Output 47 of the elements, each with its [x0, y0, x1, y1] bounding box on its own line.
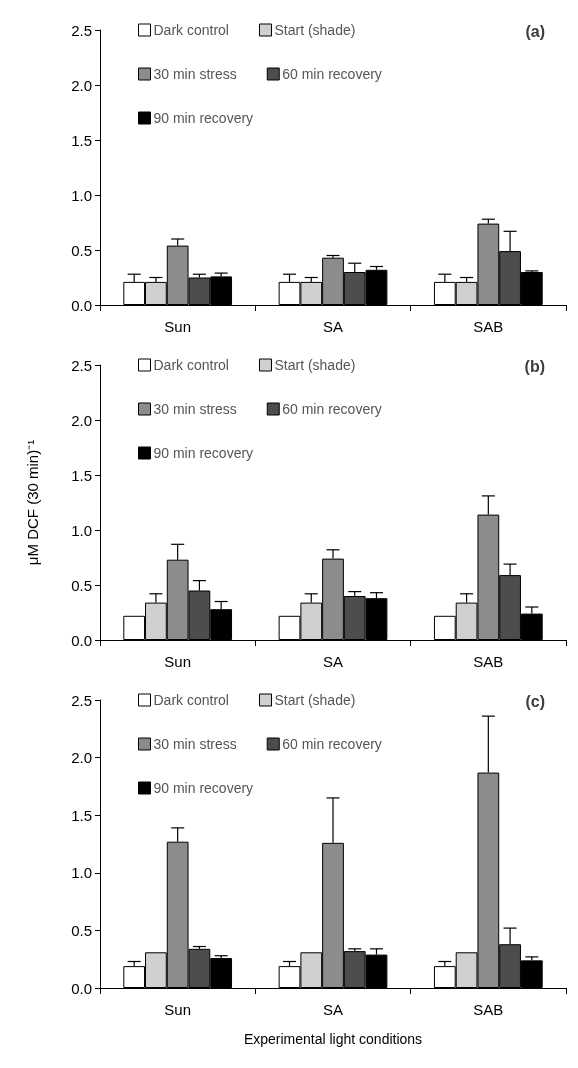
x-tick-label: SA [322, 653, 344, 670]
y-tick-label: 0.0 [71, 631, 92, 649]
legend-label: 90 min recovery [153, 780, 254, 796]
legend-label: Dark control [153, 692, 229, 708]
legend-label: 60 min recovery [282, 401, 382, 417]
y-tick-label: 1.5 [71, 466, 92, 484]
x-tick-label: SAB [473, 653, 504, 670]
y-tick-label: 2.5 [71, 691, 92, 709]
chart-title: (c) [525, 692, 546, 710]
x-tick-label: Sun [164, 1001, 192, 1018]
legend-label: Dark control [153, 357, 229, 373]
x-tick-label: SAB [473, 1001, 504, 1018]
legend-label: Start (shade) [274, 22, 356, 38]
legend-label: 60 min recovery [282, 736, 382, 752]
x-axis-title: Experimental light conditions [243, 1031, 423, 1047]
legend-label: 90 min recovery [153, 445, 254, 461]
legend-label: 90 min recovery [153, 110, 254, 126]
y-tick-label: 0.5 [71, 576, 92, 594]
y-tick-label: 2.5 [71, 21, 92, 39]
legend-label: 30 min stress [153, 736, 237, 752]
x-tick-label: Sun [164, 318, 192, 335]
legend-label: 60 min recovery [282, 66, 382, 82]
legend-label: Start (shade) [274, 692, 356, 708]
y-tick-label: 0.0 [71, 296, 92, 314]
x-tick-label: SAB [473, 318, 504, 335]
x-tick-label: SA [322, 1001, 344, 1018]
legend-label: Start (shade) [274, 357, 356, 373]
y-tick-label: 1.5 [71, 131, 92, 149]
y-tick-label: 2.5 [71, 356, 92, 374]
y-tick-label: 2.0 [71, 76, 92, 94]
y-tick-label: 1.0 [71, 864, 92, 882]
y-tick-label: 0.5 [71, 921, 92, 939]
legend-label: 30 min stress [153, 401, 237, 417]
y-tick-label: 1.0 [71, 521, 92, 539]
y-axis-title: μM DCF (30 min)⁻¹ [24, 439, 41, 566]
y-tick-label: 0.5 [71, 241, 92, 259]
chart-title: (a) [525, 22, 546, 40]
x-tick-label: SA [322, 318, 344, 335]
y-tick-label: 2.0 [71, 749, 92, 767]
legend-label: 30 min stress [153, 66, 237, 82]
x-tick-label: Sun [164, 653, 192, 670]
y-tick-label: 1.5 [71, 806, 92, 824]
y-tick-label: 2.0 [71, 411, 92, 429]
legend-label: Dark control [153, 22, 229, 38]
chart-title: (b) [524, 357, 546, 375]
y-tick-label: 0.0 [71, 979, 92, 997]
y-tick-label: 1.0 [71, 186, 92, 204]
